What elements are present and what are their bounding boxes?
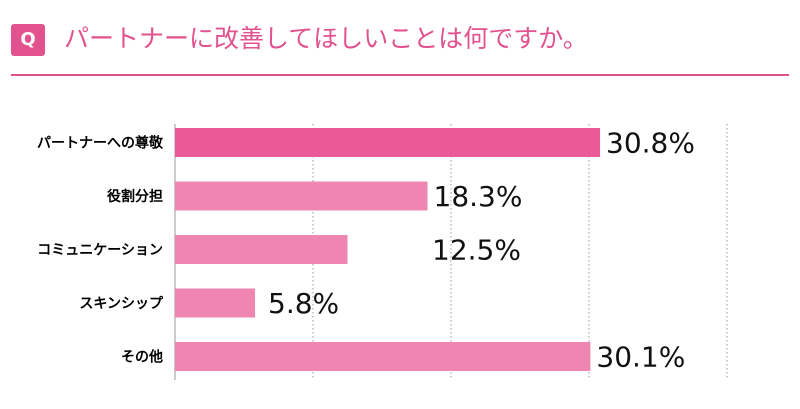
bar [175, 181, 428, 211]
page-title: パートナーに改善してほしいことは何ですか。 [64, 24, 588, 53]
category-label: スキンシップ [79, 296, 164, 312]
title-divider [11, 74, 789, 76]
value-label: 5.8% [268, 287, 339, 320]
bar [175, 342, 591, 371]
category-label: 役割分担 [107, 188, 163, 205]
bar [175, 288, 256, 318]
question-badge: Q [11, 24, 45, 56]
bar [175, 128, 601, 157]
category-label: パートナーへの尊敬 [37, 135, 164, 152]
bar-chart: パートナーへの尊敬 30.8% 役割分担 18.3% コミュニケーション 12.5% スキン… [37, 124, 728, 380]
category-label: コミュニケーション [37, 243, 163, 259]
value-label: 18.3% [434, 180, 523, 213]
value-label: 30.1% [596, 341, 685, 374]
bar [175, 235, 348, 264]
category-label: その他 [121, 349, 163, 366]
value-label: 12.5% [432, 234, 521, 267]
value-label: 30.8% [606, 127, 695, 160]
